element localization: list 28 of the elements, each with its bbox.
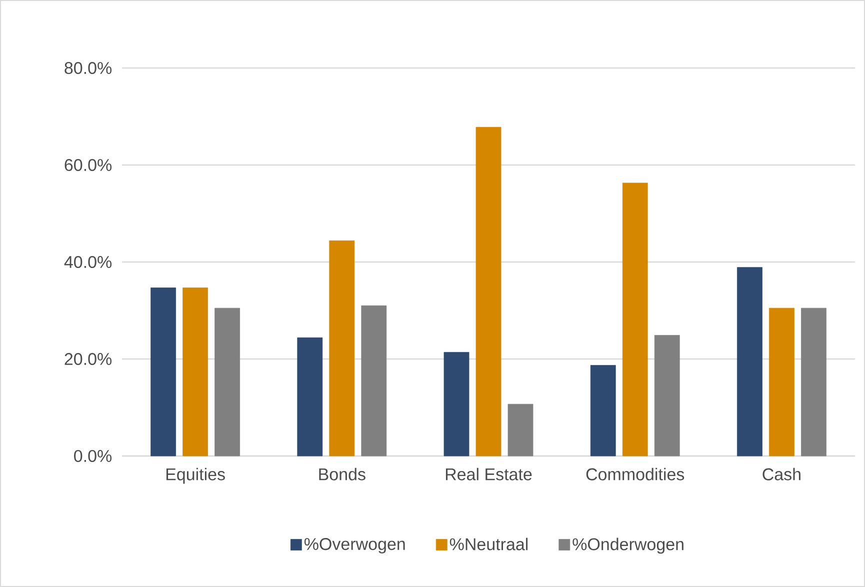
x-tick-label: Cash [762, 468, 800, 480]
legend-label: %Neutraal [450, 538, 528, 550]
bar [329, 240, 355, 456]
bar [361, 305, 387, 456]
bar [801, 308, 826, 456]
bar [622, 182, 648, 456]
bar [654, 335, 680, 456]
x-tick-label: Commodities [586, 468, 684, 480]
y-tick-label: 80.0% [64, 62, 112, 74]
bar [508, 404, 534, 456]
legend-label: %Overwogen [304, 538, 405, 554]
bar [737, 267, 762, 456]
bar [476, 126, 502, 456]
y-tick-label: 40.0% [64, 256, 112, 268]
x-tick-label: Real Estate [446, 468, 532, 480]
x-tick-label: Bonds [319, 468, 366, 480]
y-tick-label: 0.0% [74, 450, 112, 462]
y-tick-label: 60.0% [64, 158, 112, 172]
legend-label: %Onderwogen [572, 538, 684, 554]
bar [214, 308, 240, 456]
bar [769, 308, 794, 456]
y-tick-label: 20.0% [64, 352, 112, 366]
bar [590, 365, 616, 456]
x-tick-label: Equities [166, 468, 225, 484]
bar [182, 288, 208, 456]
bar [297, 337, 323, 456]
bar [444, 352, 470, 456]
bar [150, 288, 176, 456]
